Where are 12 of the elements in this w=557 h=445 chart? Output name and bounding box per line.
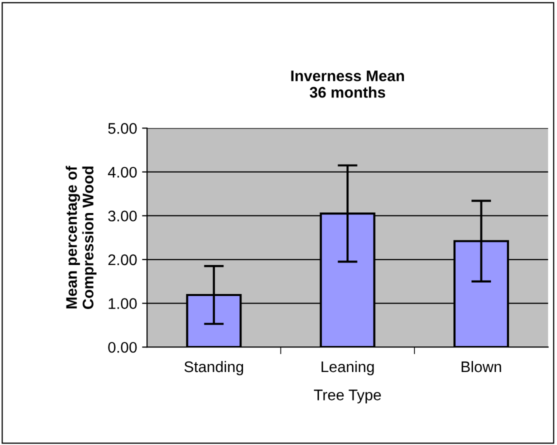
y-tick-label: 0.00 (108, 342, 137, 353)
y-tick-label: 1.00 (108, 298, 137, 309)
y-tick-label: 4.00 (108, 166, 137, 178)
y-tick-label: 3.00 (108, 210, 137, 222)
y-tick-label: 5.00 (108, 123, 137, 134)
y-tick-label: 2.00 (108, 254, 137, 266)
y-axis-title: Mean percentage of Compression Wood (66, 166, 96, 310)
x-tick-label: Leaning (322, 360, 374, 376)
chart-title: Inverness Mean 36 months (291, 70, 404, 98)
x-tick-label: Blown (462, 360, 502, 372)
x-tick-label: Standing (184, 360, 244, 376)
x-axis-title: Tree Type (314, 390, 381, 404)
